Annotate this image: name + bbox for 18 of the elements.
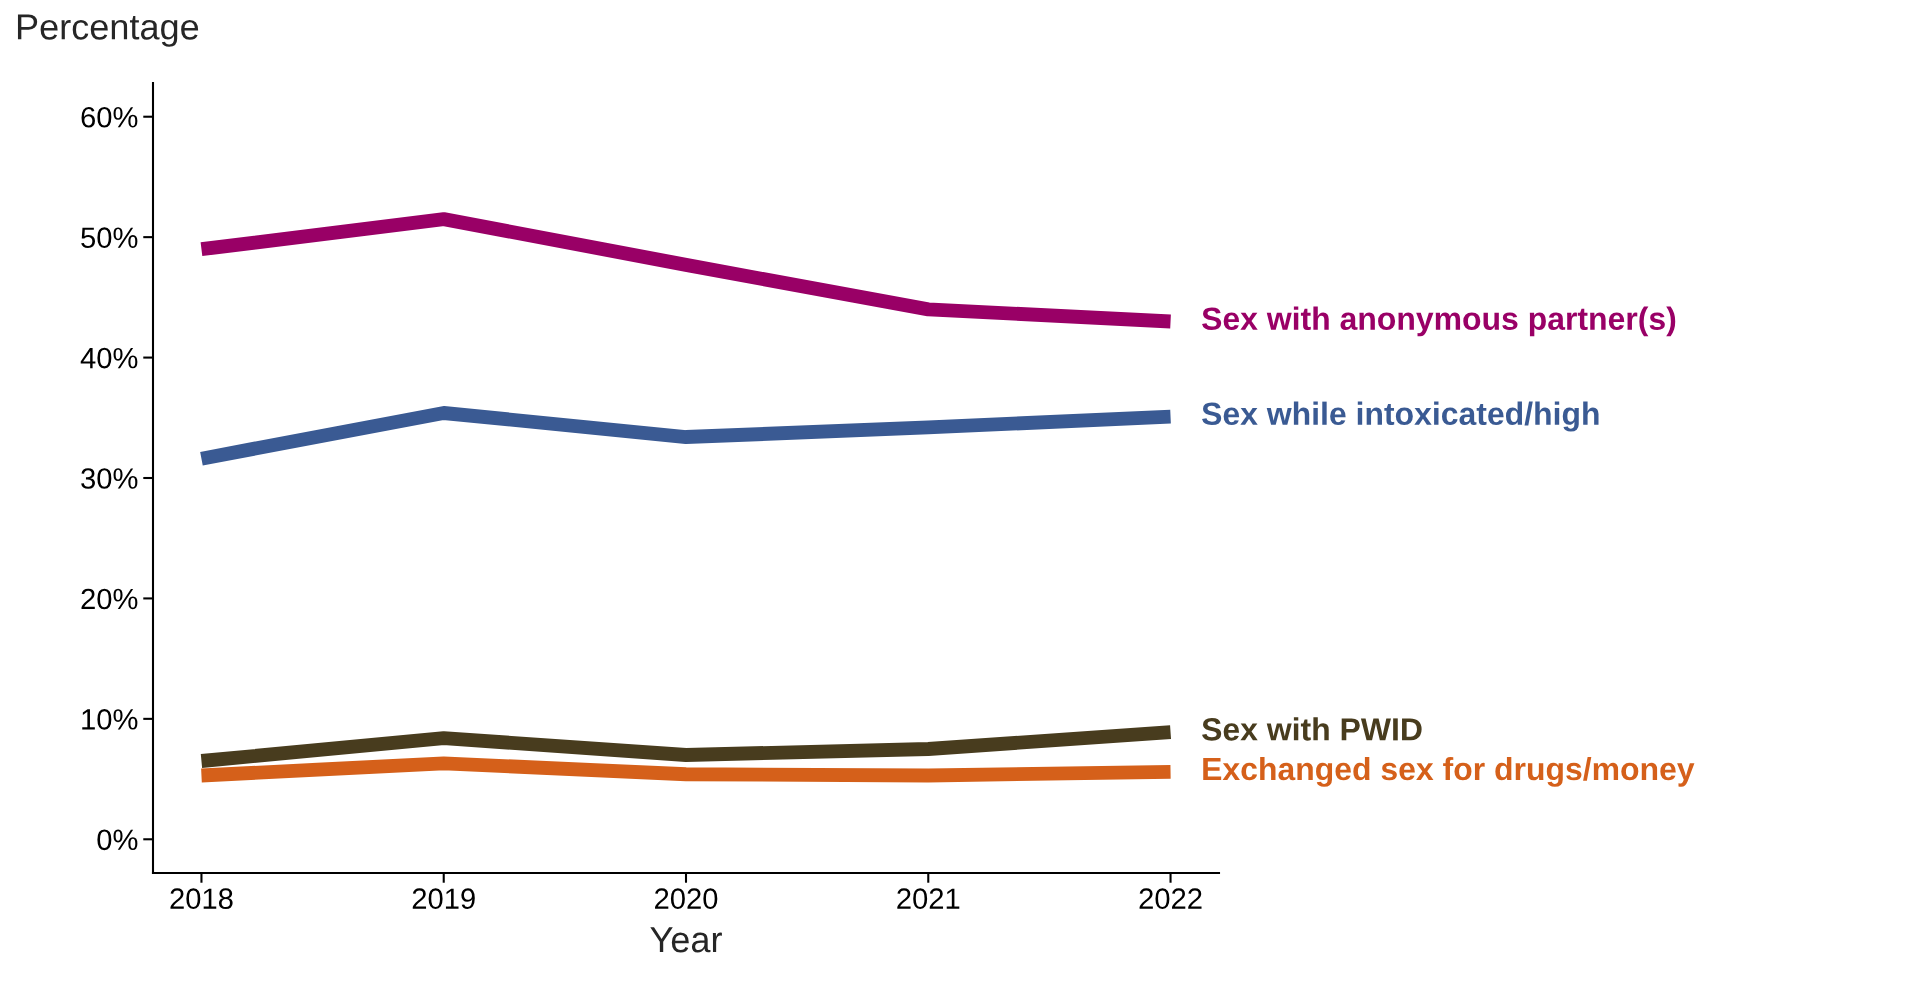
y-tick-label: 30%	[81, 468, 138, 489]
x-tick-label: 2018	[170, 888, 233, 910]
series-label: Sex while intoxicated/high	[1202, 401, 1599, 432]
y-axis-title: Percentage	[17, 14, 199, 47]
y-tick-label: 10%	[82, 709, 138, 730]
x-tick-label: 2021	[897, 888, 960, 910]
series-label: Sex with anonymous partner(s)	[1202, 306, 1676, 337]
y-tick-label: 50%	[81, 227, 138, 248]
x-tick-label: 2022	[1139, 888, 1202, 910]
y-tick-label: 20%	[81, 588, 138, 610]
x-axis-title: Year	[650, 927, 722, 953]
x-tick-label: 2019	[412, 888, 475, 910]
y-tick-label: 60%	[81, 106, 138, 128]
series-label: Sex with PWID	[1202, 717, 1422, 741]
x-tick-label: 2020	[655, 888, 718, 910]
y-tick-label: 0%	[97, 829, 138, 851]
y-tick-label: 40%	[80, 347, 138, 369]
series-label: Exchanged sex for drugs/money	[1203, 756, 1695, 787]
